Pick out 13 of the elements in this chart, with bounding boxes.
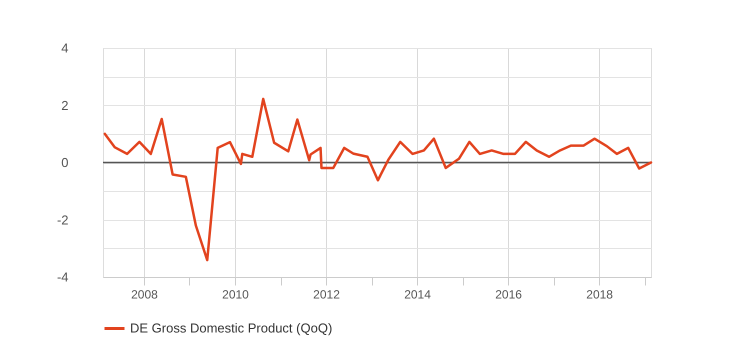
y-tick-label: 2: [61, 98, 68, 113]
line-series: [104, 98, 652, 262]
y-tick-label: -2: [56, 212, 68, 228]
x-tick-label: 2012: [313, 288, 340, 302]
x-tick-label: 2014: [404, 288, 432, 302]
y-tick-label: 4: [61, 40, 68, 56]
x-tick-label: 2010: [222, 288, 250, 302]
legend-label: DE Gross Domestic Product (QoQ): [130, 320, 332, 336]
y-tick-label: -4: [56, 270, 68, 284]
x-tick-label: 2008: [131, 288, 158, 302]
x-tick-label: 2016: [495, 288, 522, 302]
y-tick-label: 0: [61, 155, 68, 170]
x-tick-label: 2018: [586, 288, 614, 302]
